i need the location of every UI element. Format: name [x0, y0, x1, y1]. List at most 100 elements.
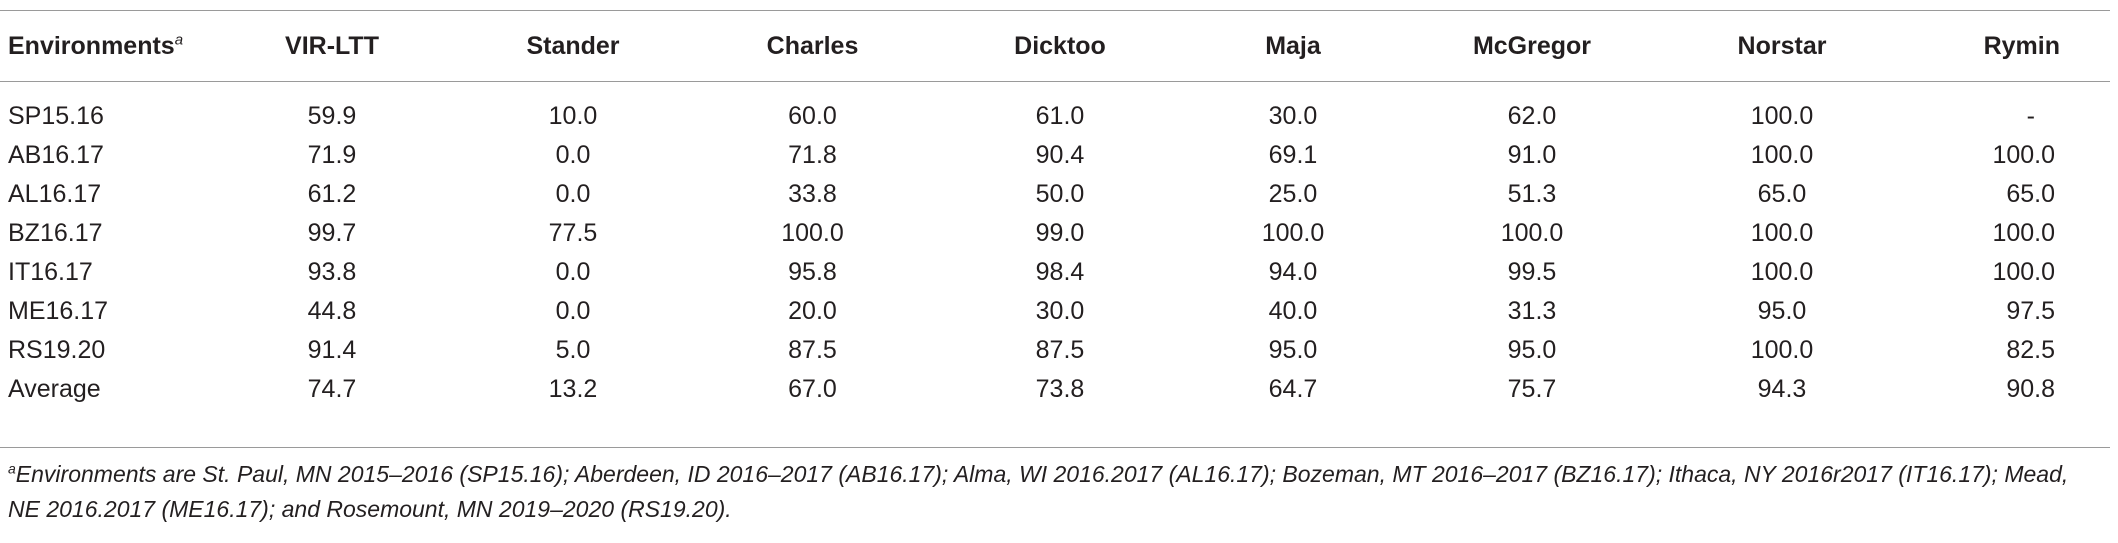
- table-cell: 30.0: [1268, 102, 1318, 130]
- table-cell: 100.0: [1992, 219, 2055, 247]
- table-cell: 99.0: [1035, 219, 1085, 247]
- table-cell: 73.8: [1035, 375, 1085, 403]
- table-cell: 65.0: [2006, 180, 2055, 208]
- row-label: ME16.17: [8, 297, 109, 325]
- table-cell: 100.0: [1500, 219, 1564, 247]
- table-cell: 93.8: [307, 258, 357, 286]
- table-cell: 100.0: [1750, 258, 1814, 286]
- column-header-environments: Environmentsa: [0, 11, 212, 81]
- table-row: Average 74.7 13.2 67.0 73.8 64.7 75.7 94…: [0, 370, 2110, 409]
- data-table: Environmentsa VIR-LTT Stander Charles Di…: [0, 11, 2110, 409]
- table-footnote: aEnvironments are St. Paul, MN 2015–2016…: [8, 457, 2098, 527]
- table-cell: 82.5: [2006, 336, 2055, 364]
- table-cell: 100.0: [781, 219, 844, 247]
- table-cell: 0.0: [555, 258, 591, 286]
- table-cell: 100.0: [1750, 219, 1814, 247]
- table-row: IT16.17 93.8 0.0 95.8 98.4 94.0 99.5 100…: [0, 253, 2110, 292]
- table-cell: 69.1: [1268, 141, 1318, 169]
- table-cell: 20.0: [788, 297, 837, 325]
- table-cell: 71.8: [788, 141, 837, 169]
- table-cell: 62.0: [1507, 102, 1557, 130]
- table-cell: 87.5: [788, 336, 837, 364]
- column-header-mcgregor: McGregor: [1472, 31, 1592, 60]
- table-cell: 61.2: [307, 180, 357, 208]
- row-label: Average: [8, 375, 101, 403]
- table-cell: 97.5: [2006, 297, 2055, 325]
- table-cell: 95.0: [1268, 336, 1318, 364]
- table-cell: 30.0: [1035, 297, 1085, 325]
- column-header-label: Environments: [8, 31, 175, 60]
- column-header-norstar: Norstar: [1737, 31, 1827, 60]
- table-cell: 98.4: [1035, 258, 1085, 286]
- table-cell: 59.9: [307, 102, 357, 130]
- table-cell: 31.3: [1507, 297, 1557, 325]
- footnote-marker: a: [8, 460, 16, 477]
- table-row: AB16.17 71.9 0.0 71.8 90.4 69.1 91.0 100…: [0, 136, 2110, 175]
- table-cell: 13.2: [548, 375, 598, 403]
- table-cell: 100.0: [1992, 258, 2055, 286]
- table-header: Environmentsa VIR-LTT Stander Charles Di…: [0, 11, 2110, 81]
- table-cell: 75.7: [1507, 375, 1557, 403]
- footnote-text: Environments are St. Paul, MN 2015–2016 …: [8, 461, 2069, 522]
- table-cell: 90.8: [2006, 375, 2055, 403]
- table-cell: 74.7: [307, 375, 357, 403]
- table-row: BZ16.17 99.7 77.5 100.0 99.0 100.0 100.0…: [0, 214, 2110, 253]
- table-header-rule: [0, 81, 2110, 82]
- table-cell: 100.0: [1750, 141, 1814, 169]
- table-cell: 51.3: [1507, 180, 1557, 208]
- table-cell: 87.5: [1035, 336, 1085, 364]
- table-cell: 100.0: [1261, 219, 1325, 247]
- table-cell: 77.5: [548, 219, 598, 247]
- column-header-maja: Maja: [1265, 31, 1321, 60]
- table-cell: 33.8: [788, 180, 837, 208]
- table-cell: 44.8: [307, 297, 357, 325]
- table-cell: 0.0: [555, 297, 591, 325]
- table-cell: 94.0: [1268, 258, 1318, 286]
- table-cell: 50.0: [1035, 180, 1085, 208]
- table-cell: 99.7: [307, 219, 357, 247]
- table-cell: 10.0: [548, 102, 598, 130]
- table-cell: 95.0: [1757, 297, 1807, 325]
- table-cell: 95.0: [1507, 336, 1557, 364]
- table-cell: 95.8: [788, 258, 837, 286]
- table-cell: 94.3: [1757, 375, 1807, 403]
- column-header-rymin: Rymin: [1983, 31, 2060, 60]
- table-row: SP15.16 59.9 10.0 60.0 61.0 30.0 62.0 10…: [0, 81, 2110, 136]
- table-cell: 61.0: [1035, 102, 1085, 130]
- column-header-dicktoo: Dicktoo: [1014, 31, 1106, 60]
- table-cell: 0.0: [555, 141, 591, 169]
- table-cell: 5.0: [555, 336, 591, 364]
- table-cell: 25.0: [1268, 180, 1318, 208]
- row-label: IT16.17: [8, 258, 93, 286]
- table-cell: 100.0: [1992, 141, 2055, 169]
- table-cell: 100.0: [1750, 102, 1814, 130]
- table-row: ME16.17 44.8 0.0 20.0 30.0 40.0 31.3 95.…: [0, 292, 2110, 331]
- table-cell: 60.0: [788, 102, 837, 130]
- table-cell: 64.7: [1268, 375, 1318, 403]
- table-bottom-rule: [0, 447, 2110, 448]
- table-body: SP15.16 59.9 10.0 60.0 61.0 30.0 62.0 10…: [0, 81, 2110, 409]
- column-header-charles: Charles: [766, 31, 859, 60]
- table-cell: -: [2026, 102, 2035, 130]
- table-cell: 65.0: [1757, 180, 1807, 208]
- table-cell: 71.9: [307, 141, 357, 169]
- row-label: AB16.17: [8, 141, 104, 169]
- footnote-marker: a: [174, 31, 184, 49]
- column-header-stander: Stander: [526, 31, 620, 60]
- header-row: Environmentsa VIR-LTT Stander Charles Di…: [0, 11, 2110, 81]
- table-cell: 90.4: [1035, 141, 1085, 169]
- table-cell: 99.5: [1507, 258, 1557, 286]
- table-row: AL16.17 61.2 0.0 33.8 50.0 25.0 51.3 65.…: [0, 175, 2110, 214]
- row-label: SP15.16: [8, 102, 104, 130]
- row-label: RS19.20: [8, 336, 106, 364]
- table-cell: 91.4: [307, 336, 357, 364]
- table-top-rule: [0, 10, 2110, 11]
- row-label: AL16.17: [8, 180, 102, 208]
- table-row: RS19.20 91.4 5.0 87.5 87.5 95.0 95.0 100…: [0, 331, 2110, 370]
- table-cell: 100.0: [1750, 336, 1814, 364]
- row-label: BZ16.17: [8, 219, 103, 247]
- column-header-vir-ltt: VIR-LTT: [285, 31, 379, 60]
- table-cell: 40.0: [1268, 297, 1318, 325]
- table-cell: 67.0: [788, 375, 837, 403]
